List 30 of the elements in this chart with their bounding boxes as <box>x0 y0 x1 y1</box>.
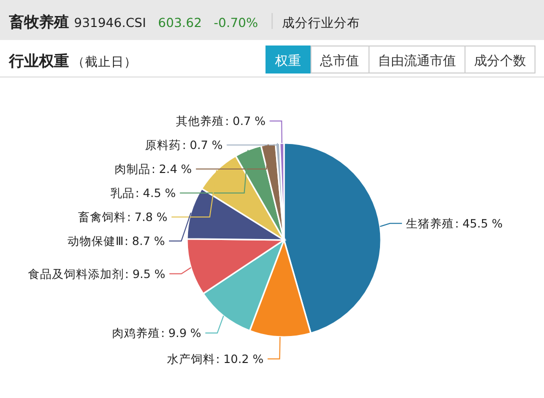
text: 自由流通市值 <box>378 53 456 69</box>
data-label: : 2.4 % <box>151 162 192 176</box>
text: 畜牧养殖 <box>8 13 69 31</box>
text: 603.62 <box>158 15 202 30</box>
slice-label: 其他养殖 <box>176 114 224 128</box>
data-label: : 10.2 % <box>216 352 264 366</box>
slice-label: 原料药 <box>145 138 182 152</box>
slice-label: 乳品 <box>110 186 134 200</box>
data-label: : 8.7 % <box>124 234 166 248</box>
slice-label: 肉鸡养殖 <box>112 326 160 340</box>
slice-label: 动物保健Ⅲ <box>68 234 124 248</box>
data-label: : 45.5 % <box>454 216 503 230</box>
data-label: : 9.5 % <box>124 266 166 281</box>
data-label: : 9.9 % <box>160 326 202 340</box>
text: 成分个数 <box>474 54 526 69</box>
slice-label: 生猪养殖 <box>406 216 454 230</box>
slice-label: 食品及饲料添加剂 <box>28 266 124 281</box>
chart-title: 行业权重（截止日） <box>8 52 137 70</box>
data-label: : 7.8 % <box>127 210 168 224</box>
text: 931946.CSI <box>74 15 146 30</box>
slice-label: 畜禽饲料 <box>78 210 126 224</box>
text: -0.70% <box>214 15 258 30</box>
slice-label: 水产饲料 <box>166 352 215 366</box>
text: 总市值 <box>319 54 359 69</box>
data-label: : 0.7 % <box>182 138 223 152</box>
data-label: : 4.5 % <box>135 186 176 200</box>
text: 成分行业分布 <box>282 15 360 30</box>
slice-label: 肉制品 <box>114 162 150 176</box>
data-label: : 0.7 % <box>225 114 266 128</box>
text: 权重 <box>274 54 301 69</box>
